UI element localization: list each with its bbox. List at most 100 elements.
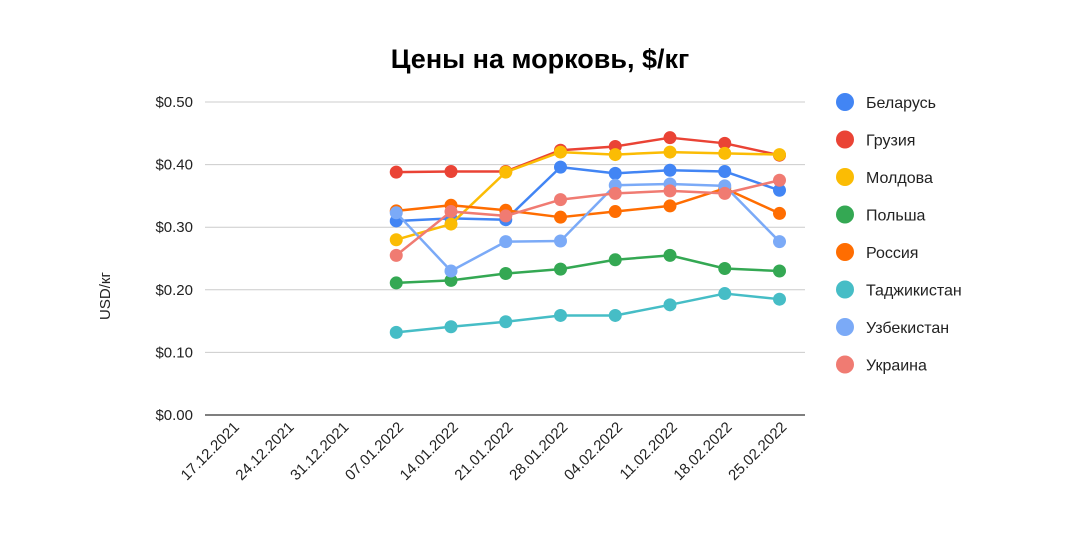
y-tick-label: $0.00	[155, 407, 193, 424]
series-group	[389, 145, 786, 247]
data-point	[773, 264, 786, 278]
legend-label: Узбекистан	[866, 320, 949, 337]
data-point	[499, 235, 513, 249]
series-line	[395, 179, 780, 257]
x-tick-label: 31.12.2021	[287, 419, 352, 484]
data-point	[773, 183, 786, 197]
legend-label: Россия	[866, 245, 918, 262]
y-axis-label: USD/кг	[97, 272, 114, 320]
data-point	[773, 173, 786, 187]
legend-item: Узбекистан	[836, 318, 949, 337]
legend-marker	[836, 130, 854, 149]
series-layer	[389, 131, 786, 339]
legend-item: Польша	[836, 205, 926, 225]
data-point	[718, 262, 732, 276]
x-tick-label: 25.02.2022	[725, 419, 790, 484]
data-point	[389, 233, 403, 247]
data-point	[554, 145, 567, 159]
series-group	[389, 248, 786, 290]
series-group	[389, 287, 786, 339]
legend-item: Таджикистан	[836, 280, 962, 300]
legend-item: Молдова	[836, 168, 933, 187]
data-point	[608, 205, 622, 219]
data-point	[554, 234, 567, 248]
data-point	[499, 165, 513, 179]
y-tick-label: $0.40	[155, 157, 193, 174]
y-tick-label: $0.10	[155, 344, 193, 361]
x-tick-label: 14.01.2022	[397, 419, 462, 484]
series-group	[389, 177, 786, 278]
data-point	[389, 276, 403, 290]
x-tick-label: 04.02.2022	[561, 419, 626, 484]
x-axis-ticks: 17.12.202124.12.202131.12.202107.01.2022…	[178, 419, 791, 484]
legend-marker	[836, 93, 854, 111]
data-point	[444, 273, 458, 287]
data-point	[773, 292, 786, 306]
legend-label: Польша	[866, 208, 926, 225]
legend-label: Украина	[866, 358, 927, 375]
x-tick-label: 24.12.2021	[232, 419, 297, 484]
data-point	[608, 308, 622, 322]
data-point	[389, 206, 403, 220]
x-tick-label: 28.01.2022	[506, 419, 571, 484]
data-point	[554, 193, 567, 207]
data-point	[389, 325, 403, 339]
x-tick-label: 07.01.2022	[342, 419, 407, 484]
data-point	[554, 262, 567, 276]
data-point	[663, 298, 677, 312]
data-point	[444, 320, 458, 334]
data-point	[773, 235, 786, 249]
y-tick-label: $0.30	[155, 219, 193, 236]
data-point	[718, 287, 732, 301]
data-point	[444, 164, 458, 178]
data-point	[663, 163, 677, 177]
data-point	[608, 186, 622, 200]
y-tick-label: $0.20	[155, 282, 193, 299]
y-tick-label: $0.50	[155, 94, 193, 111]
data-point	[444, 217, 458, 231]
data-point	[608, 253, 622, 267]
legend-label: Молдова	[866, 170, 933, 187]
legend-marker	[836, 243, 854, 261]
series-line	[396, 136, 780, 174]
data-point	[499, 209, 513, 223]
data-point	[389, 248, 403, 262]
data-point	[718, 186, 732, 200]
legend-item: Беларусь	[836, 93, 936, 112]
x-tick-label: 18.02.2022	[670, 419, 735, 484]
data-point	[718, 164, 732, 178]
y-axis-ticks: $0.00 $0.10 $0.20 $0.30 $0.40 $0.50	[155, 94, 193, 424]
data-point	[663, 184, 677, 198]
series-line	[395, 150, 780, 241]
data-point	[444, 264, 458, 278]
legend-item: Россия	[836, 243, 918, 262]
legend-label: Грузия	[866, 133, 915, 150]
series-line	[395, 182, 781, 273]
legend-marker	[836, 205, 854, 224]
legend-marker	[836, 280, 854, 299]
data-point	[663, 248, 677, 262]
grid-lines	[205, 101, 805, 416]
x-tick-label: 21.01.2022	[451, 419, 516, 484]
data-point	[389, 165, 403, 179]
series-line	[396, 165, 780, 223]
data-point	[663, 145, 677, 159]
data-point	[608, 166, 622, 180]
data-point	[773, 206, 786, 220]
data-point	[554, 210, 567, 224]
data-point	[499, 315, 513, 329]
data-point	[663, 199, 677, 213]
x-tick-label: 17.12.2021	[178, 419, 243, 484]
legend-label: Беларусь	[866, 95, 936, 112]
data-point	[773, 148, 786, 162]
series-line	[396, 254, 780, 285]
data-point	[718, 146, 732, 160]
legend-marker	[836, 168, 854, 186]
legend-marker	[836, 318, 854, 336]
data-point	[444, 205, 458, 219]
data-point	[554, 308, 567, 322]
legend: Беларусь Грузия Молдова Польша Россия Таджики…	[836, 93, 962, 375]
data-point	[554, 160, 567, 174]
series-group	[389, 173, 786, 262]
